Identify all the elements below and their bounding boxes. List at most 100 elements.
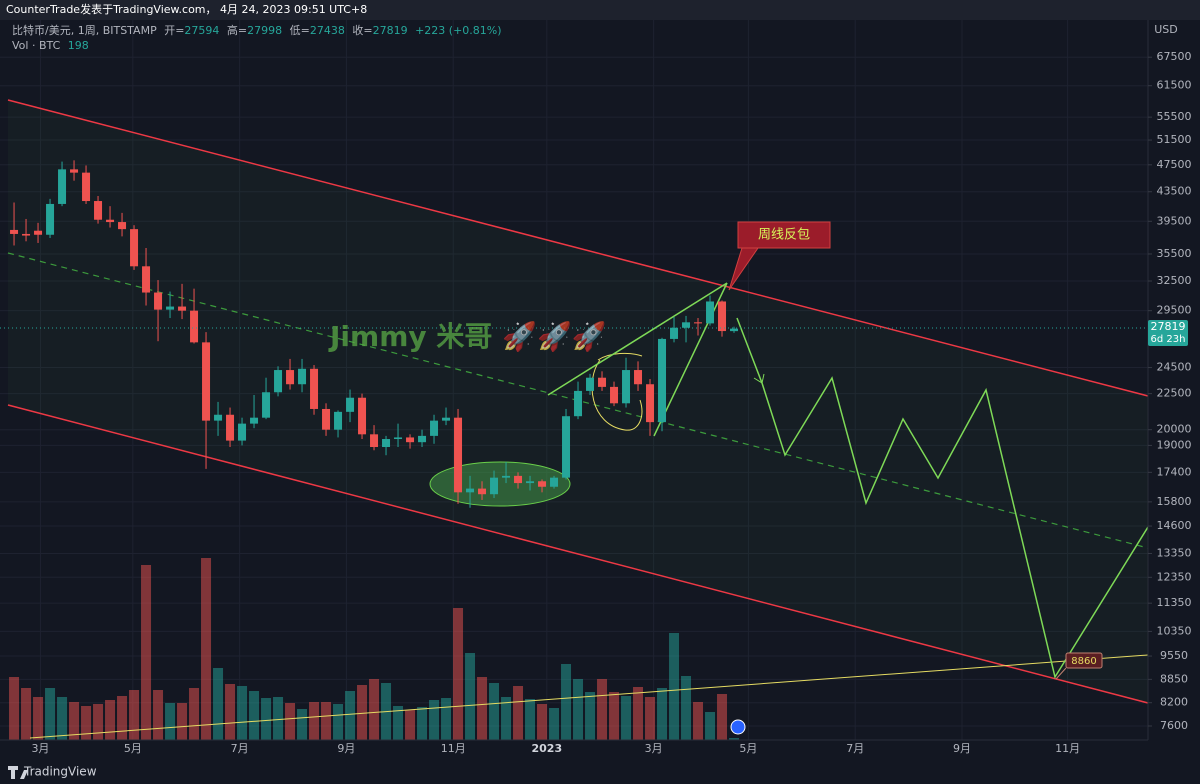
volume-bar [693, 702, 704, 740]
y-tick-label: 9550 [1160, 649, 1188, 662]
last-price: 27819 [1151, 320, 1186, 333]
volume-bar [501, 697, 512, 740]
volume-bar [597, 679, 608, 740]
flag-icon [730, 719, 746, 735]
volume-bar [357, 685, 368, 740]
volume-bar [261, 698, 272, 740]
candle-body [94, 201, 103, 220]
candle-body [526, 481, 535, 484]
x-tick-label: 9月 [953, 742, 971, 755]
volume-bar [225, 684, 236, 740]
y-tick-label: 12350 [1157, 570, 1192, 583]
y-tick-label: 15800 [1157, 495, 1192, 508]
candle-body [298, 368, 307, 385]
candle-body [586, 377, 595, 391]
volume-bar [45, 688, 56, 740]
price-tag-box [1065, 652, 1103, 669]
volume-bar [393, 706, 404, 740]
candle-body [238, 423, 247, 441]
candle-body [70, 169, 79, 173]
x-tick-label: 2023 [532, 742, 563, 755]
volume-bar [105, 700, 116, 740]
candle-body [598, 377, 607, 387]
volume-bar [297, 709, 308, 740]
volume-bar [609, 692, 620, 740]
legend-close-label: 收= [352, 23, 372, 37]
y-tick-label: 61500 [1157, 79, 1192, 92]
candle-body [226, 414, 235, 441]
candle-body [670, 327, 679, 339]
x-tick-label: 3月 [31, 742, 49, 755]
volume-bar [81, 706, 92, 740]
volume-bar [537, 704, 548, 740]
y-tick-label: 8200 [1160, 696, 1188, 709]
candle-body [550, 477, 559, 487]
candle-body [286, 370, 295, 385]
candle-body [10, 229, 19, 234]
y-tick-label: 22500 [1157, 387, 1192, 400]
volume-bar [273, 697, 284, 740]
candle-body [658, 338, 667, 423]
volume-bar [153, 690, 164, 740]
countdown: 6d 23h [1151, 334, 1186, 345]
volume-bar [681, 676, 692, 740]
volume-bar [189, 688, 200, 740]
legend-low-label: 低= [290, 24, 310, 37]
candle-body [418, 435, 427, 443]
candle-body [430, 420, 439, 436]
volume-bar [129, 690, 140, 740]
volume-bar [369, 679, 380, 740]
candle-body [250, 417, 259, 424]
candle-body [262, 392, 271, 418]
volume-layer [9, 558, 740, 740]
candle-body [34, 230, 43, 235]
y-tick-label: 55500 [1157, 110, 1192, 123]
candle-body [394, 437, 403, 440]
volume-bar [441, 698, 452, 740]
candle-body [310, 368, 319, 409]
candle-body [166, 306, 175, 310]
wedge-lower [653, 282, 728, 437]
channel-lower [7, 404, 1149, 704]
candle-body [322, 408, 331, 430]
trend-yellow [29, 654, 1149, 739]
volume-bar [429, 700, 440, 740]
candle-body [22, 233, 31, 236]
volume-legend-label: Vol · BTC [12, 39, 61, 52]
volume-bar [165, 703, 176, 740]
volume-bar [237, 686, 248, 740]
volume-bar [717, 694, 728, 740]
y-tick-label: 35500 [1157, 247, 1192, 260]
volume-bar [117, 696, 128, 740]
x-tick-label: 11月 [1055, 742, 1080, 755]
volume-bar [633, 687, 644, 740]
y-tick-label: 13350 [1157, 546, 1192, 559]
volume-bar [513, 686, 524, 740]
volume-bar [573, 679, 584, 740]
candle-body [334, 411, 343, 430]
arc-top [597, 352, 643, 361]
candle-body [406, 437, 415, 443]
candle-body [58, 169, 67, 204]
legend-open: 27594 [184, 24, 219, 37]
volume-bar [249, 691, 260, 740]
candle-body [178, 306, 187, 311]
volume-bar [477, 677, 488, 740]
x-tick-label: 11月 [441, 742, 466, 755]
candle-body [358, 397, 367, 435]
volume-bar [489, 683, 500, 740]
volume-bar [465, 653, 476, 740]
volume-bar [285, 703, 296, 740]
y-tick-label: 39500 [1157, 214, 1192, 227]
last-price-box [1148, 320, 1188, 346]
volume-bar [201, 558, 212, 740]
volume-bar [333, 704, 344, 740]
x-tick-label: 5月 [124, 742, 142, 755]
y-tick-label: 17400 [1157, 465, 1192, 478]
volume-bar [669, 633, 680, 740]
projection [736, 317, 1149, 679]
x-tick-label: 7月 [846, 742, 864, 755]
y-tick-label: 24500 [1157, 361, 1192, 374]
axis-labels: 67500 61500 55500 51500 47500 43500 39500 35500… [31, 50, 1191, 755]
candle-body [454, 417, 463, 493]
